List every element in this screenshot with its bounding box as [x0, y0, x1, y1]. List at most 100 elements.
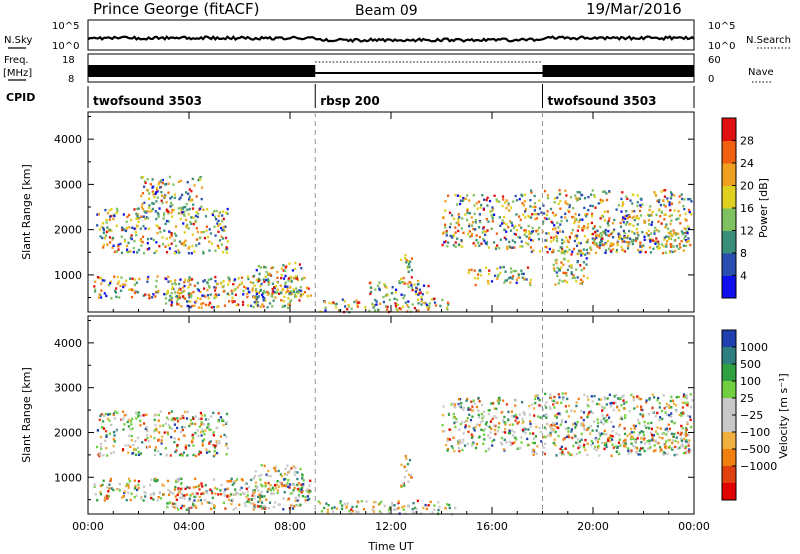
heatmap-cell	[166, 479, 170, 483]
heatmap-cell	[584, 448, 587, 452]
heatmap-cell	[584, 253, 587, 256]
heatmap-cell	[116, 282, 119, 285]
heatmap-cell	[466, 218, 469, 222]
heatmap-cell	[129, 445, 132, 448]
heatmap-cell	[218, 211, 222, 215]
heatmap-cell	[653, 232, 656, 235]
heatmap-cell	[232, 480, 235, 483]
heatmap-cell	[516, 447, 519, 450]
heatmap-cell	[170, 234, 173, 237]
heatmap-cell	[144, 427, 147, 431]
heatmap-cell	[627, 247, 630, 250]
heatmap-cell	[564, 216, 567, 219]
heatmap-cell	[659, 427, 662, 430]
heatmap-cell	[550, 423, 553, 427]
heatmap-cell	[448, 211, 452, 214]
heatmap-cell	[509, 276, 512, 279]
heatmap-cell	[135, 488, 139, 492]
heatmap-cell	[97, 296, 100, 299]
heatmap-cell	[125, 220, 128, 223]
heatmap-cell	[164, 245, 167, 248]
heatmap-cell	[284, 281, 287, 284]
heatmap-cell	[252, 295, 255, 299]
heatmap-cell	[96, 445, 99, 449]
heatmap-cell	[178, 240, 181, 243]
heatmap-cell	[297, 482, 300, 485]
heatmap-cell	[499, 224, 502, 227]
heatmap-cell	[279, 284, 282, 287]
heatmap-cell	[663, 445, 667, 449]
heatmap-cell	[632, 424, 635, 427]
heatmap-cell	[385, 286, 388, 289]
heatmap-cell	[268, 302, 272, 305]
heatmap-cell	[191, 492, 194, 496]
heatmap-cell	[187, 286, 190, 289]
heatmap-cell	[660, 409, 663, 413]
heatmap-cell	[568, 235, 571, 239]
nsearch-tick-top: 10^5	[708, 21, 735, 32]
heatmap-cell	[607, 439, 610, 442]
heatmap-cell	[289, 286, 292, 289]
heatmap-cell	[473, 212, 476, 216]
heatmap-cell	[528, 413, 531, 416]
heatmap-cell	[477, 226, 481, 229]
heatmap-cell	[593, 447, 596, 450]
heatmap-cell	[501, 222, 504, 225]
heatmap-cell	[147, 227, 150, 230]
heatmap-cell	[430, 298, 433, 301]
heatmap-cell	[383, 283, 386, 286]
heatmap-cell	[426, 305, 429, 309]
heatmap-cell	[148, 445, 151, 448]
heatmap-cell	[552, 228, 555, 231]
heatmap-cell	[634, 424, 637, 428]
heatmap-cell	[536, 394, 539, 397]
heatmap-cell	[249, 281, 252, 284]
heatmap-cell	[263, 507, 267, 510]
heatmap-cell	[109, 282, 112, 285]
heatmap-cell	[232, 283, 235, 286]
heatmap-cell	[132, 250, 135, 254]
heatmap-cell	[689, 449, 692, 453]
heatmap-cell	[273, 291, 276, 294]
heatmap-cell	[488, 425, 491, 429]
heatmap-cell	[622, 442, 625, 445]
heatmap-cell	[575, 423, 578, 426]
heatmap-cell	[102, 226, 105, 230]
heatmap-cell	[302, 483, 305, 486]
heatmap-cell	[254, 474, 257, 478]
heatmap-cell	[254, 296, 257, 300]
heatmap-cell	[676, 441, 680, 444]
heatmap-cell	[209, 428, 212, 431]
heatmap-cell	[405, 259, 408, 262]
heatmap-cell	[619, 225, 623, 228]
heatmap-cell	[608, 217, 611, 220]
heatmap-cell	[153, 453, 157, 457]
heatmap-cell	[153, 196, 156, 199]
heatmap-cell	[474, 228, 477, 231]
heatmap-cell	[665, 402, 668, 406]
heatmap-cell	[477, 241, 480, 244]
heatmap-cell	[531, 213, 534, 216]
heatmap-cell	[662, 189, 665, 192]
heatmap-cell	[298, 490, 301, 493]
heatmap-cell	[441, 298, 444, 302]
heatmap-cell	[394, 305, 397, 308]
heatmap-cell	[621, 191, 624, 194]
heatmap-cell	[232, 482, 236, 485]
heatmap-cell	[123, 238, 127, 242]
heatmap-cell	[166, 416, 169, 419]
heatmap-cell	[560, 246, 563, 249]
heatmap-cell	[444, 223, 447, 226]
heatmap-cell	[167, 182, 170, 185]
heatmap-cell	[296, 483, 299, 487]
heatmap-cell	[206, 236, 210, 239]
heatmap-cell	[554, 213, 557, 217]
heatmap-cell	[289, 483, 292, 486]
heatmap-cell	[98, 454, 101, 458]
heatmap-cell	[185, 493, 189, 496]
heatmap-cell	[212, 444, 215, 447]
heatmap-cell	[224, 248, 227, 251]
heatmap-cell	[561, 247, 564, 250]
heatmap-cell	[580, 424, 583, 427]
